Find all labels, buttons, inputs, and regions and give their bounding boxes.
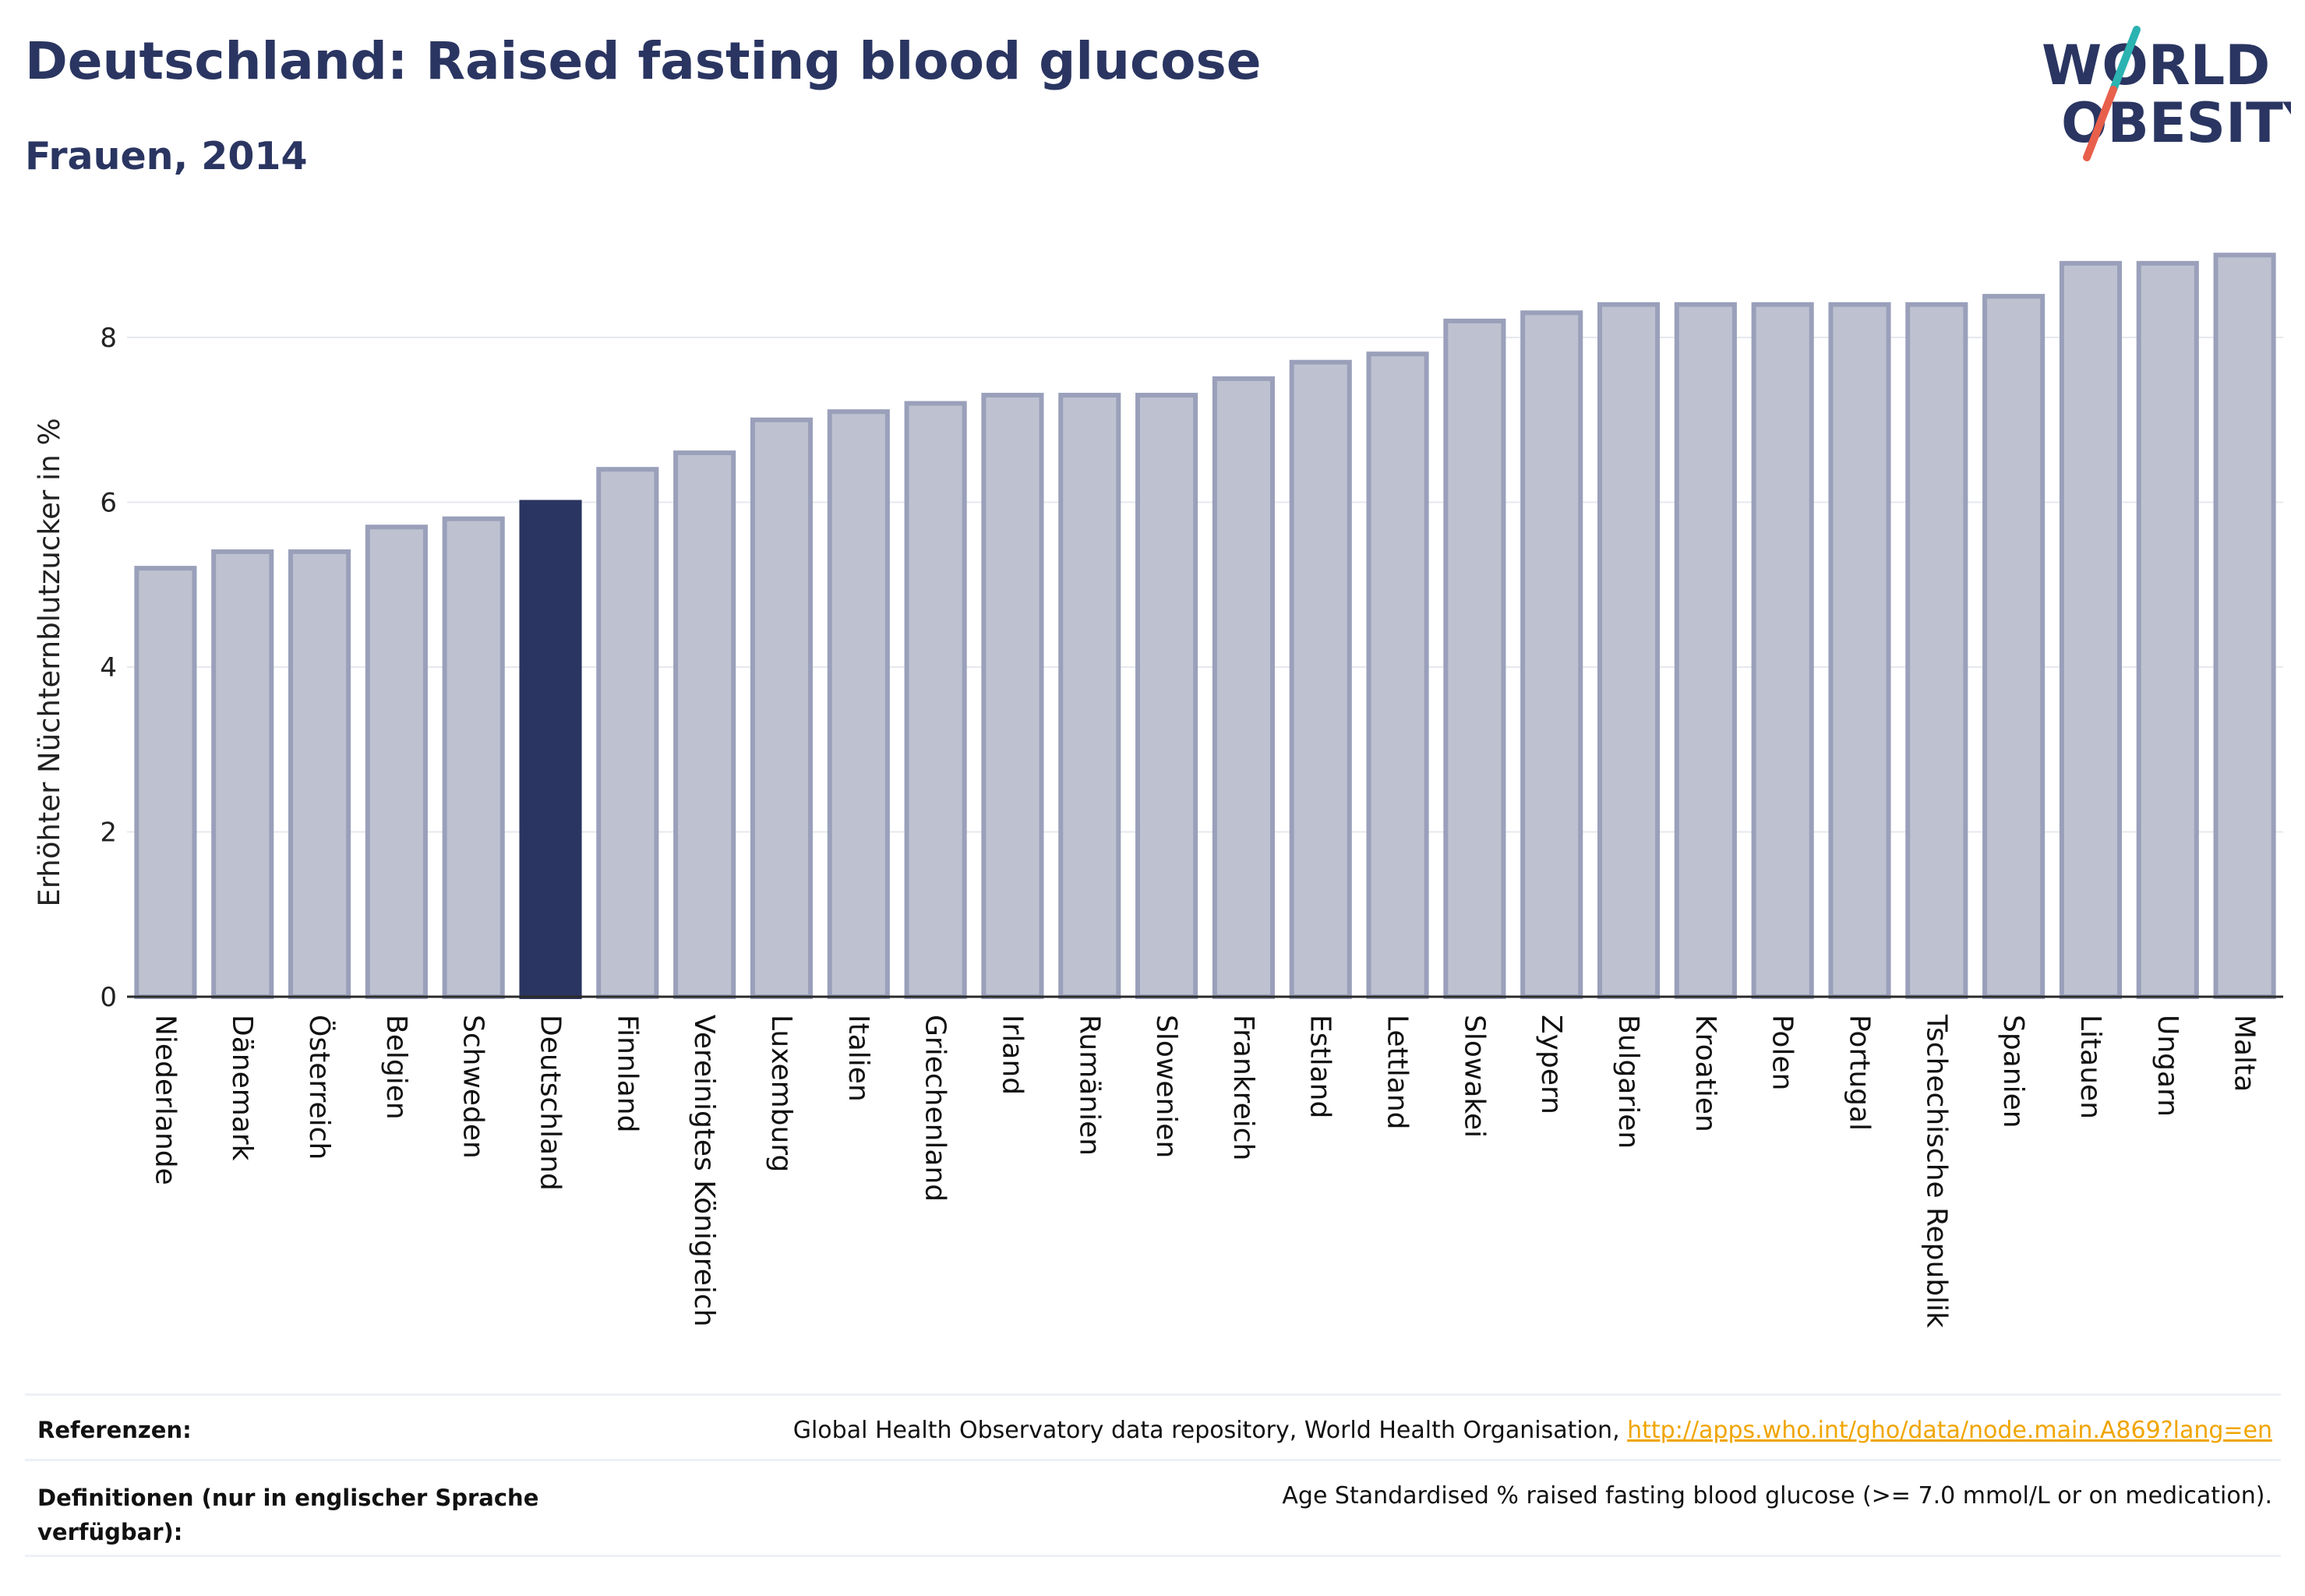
x-tick-label: Niederlande: [149, 1015, 181, 1185]
bar-polen: [1751, 302, 1814, 999]
bar-italien: [827, 409, 890, 999]
references-link[interactable]: http://apps.who.int/gho/data/node.main.A…: [1627, 1417, 2272, 1444]
axis-layer: 0 2 4 6 8 Niederlande Dänemark Österreich Belgie…: [100, 323, 2283, 1328]
x-tick-label: Zypern: [1535, 1015, 1567, 1114]
bar-bulgarien: [1597, 302, 1661, 999]
bar-dänemark: [211, 549, 274, 999]
x-tick-label: Dänemark: [226, 1015, 258, 1161]
bar-slowenien: [1135, 393, 1198, 999]
bar-lettland: [1366, 351, 1429, 999]
ref-divider-middle: [25, 1459, 2281, 1461]
x-tick-label: Luxemburg: [765, 1015, 797, 1172]
bar-irland: [981, 393, 1044, 999]
x-tick-label: Irland: [996, 1015, 1028, 1095]
logo-slash-teal: [2109, 26, 2141, 94]
x-tick-label: Spanien: [1997, 1015, 2029, 1128]
x-tick-label: Schweden: [457, 1015, 489, 1159]
logo-text-world: WORLD: [2042, 34, 2270, 97]
ref-divider-bottom: [25, 1555, 2281, 1557]
y-tick-label: 8: [100, 323, 117, 354]
chart-title: Deutschland: Raised fasting blood glucos…: [25, 31, 1262, 91]
y-tick-label: 4: [100, 652, 117, 683]
bar-frankreich: [1212, 376, 1275, 999]
bar-deutschland: [519, 500, 582, 999]
x-tick-label: Rumänien: [1073, 1015, 1105, 1156]
bar-estland: [1289, 359, 1352, 999]
bar-belgien: [365, 524, 428, 999]
y-axis-label: Erhöhter Nüchternblutzucker in %: [33, 418, 66, 906]
bar-österreich: [288, 549, 351, 999]
x-tick-label: Ungarn: [2151, 1015, 2183, 1117]
definitions-label: Definitionen (nur in englischer Sprache …: [37, 1485, 539, 1545]
x-tick-label: Bulgarien: [1612, 1015, 1644, 1149]
bar-layer: [134, 252, 2276, 999]
chart-subtitle: Frauen, 2014: [25, 134, 308, 178]
x-tick-label: Tschechische Republik: [1920, 1014, 1952, 1328]
bar-rumänien: [1058, 393, 1121, 999]
x-tick-label: Portugal: [1843, 1015, 1875, 1131]
definitions-value: Age Standardised % raised fasting blood …: [1282, 1482, 2272, 1509]
x-tick-label: Kroatien: [1689, 1015, 1721, 1132]
x-tick-label: Deutschland: [535, 1015, 567, 1191]
world-obesity-logo: WORLD OBESITY: [2042, 26, 2291, 161]
x-tick-label: Österreich: [303, 1015, 336, 1160]
bar-griechenland: [904, 401, 967, 999]
bar-schweden: [442, 516, 505, 999]
bar-kroatien: [1674, 302, 1737, 999]
bar-luxemburg: [750, 417, 814, 999]
x-tick-label: Finnland: [611, 1015, 643, 1132]
bar-portugal: [1828, 302, 1891, 999]
x-tick-label: Slowakei: [1458, 1015, 1490, 1138]
y-tick-label: 2: [100, 817, 117, 849]
logo-slash-red: [2083, 86, 2117, 161]
bar-finnland: [596, 467, 659, 999]
x-tick-label: Italien: [842, 1015, 874, 1102]
x-tick-label: Belgien: [380, 1015, 412, 1120]
bar-zypern: [1520, 310, 1583, 999]
x-tick-label: Vereinigtes Königreich: [688, 1015, 720, 1327]
bar-tschechische-republik: [1905, 302, 1968, 999]
references-text: Global Health Observatory data repositor…: [792, 1417, 1628, 1444]
x-tick-label: Lettland: [1382, 1015, 1414, 1130]
x-tick-label: Frankreich: [1227, 1015, 1259, 1160]
bar-litauen: [2059, 260, 2123, 999]
references-label: Referenzen:: [37, 1417, 192, 1443]
bar-vereinigtes-königreich: [673, 450, 736, 999]
bar-malta: [2213, 252, 2276, 999]
bar-ungarn: [2136, 260, 2199, 999]
bar-slowakei: [1443, 318, 1506, 999]
bar-niederlande: [134, 566, 197, 999]
x-tick-label: Griechenland: [920, 1015, 951, 1202]
ref-divider-top: [25, 1393, 2281, 1396]
x-tick-label: Litauen: [2074, 1015, 2106, 1119]
x-tick-label: Slowenien: [1150, 1015, 1182, 1158]
x-tick-label: Polen: [1767, 1015, 1798, 1090]
x-tick-label: Estland: [1304, 1015, 1336, 1118]
bar-chart: 0 2 4 6 8 Niederlande Dänemark Österreich Belgie…: [33, 252, 2283, 1328]
bar-spanien: [1982, 294, 2046, 999]
x-tick-label: Malta: [2229, 1015, 2261, 1092]
y-tick-label: 6: [100, 488, 117, 519]
y-tick-label: 0: [100, 982, 117, 1013]
references-value: Global Health Observatory data repositor…: [793, 1417, 2272, 1444]
